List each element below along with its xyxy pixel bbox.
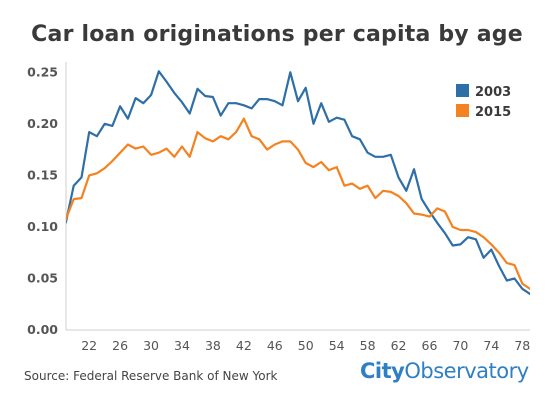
x-tick-label: 46 [267,338,283,353]
y-tick-label: 0.05 [27,270,58,285]
x-tick-label: 78 [514,338,530,353]
x-tick-label: 62 [391,338,407,353]
y-tick-label: 0.10 [27,219,58,234]
y-tick-label: 0.15 [27,167,58,182]
legend-label-2015: 2015 [475,105,511,120]
y-tick-label: 0.25 [27,64,58,79]
y-tick-label: 0.00 [27,322,58,337]
x-tick-label: 30 [143,338,159,353]
x-tick-label: 34 [174,338,190,353]
legend-swatch-2003 [456,84,469,97]
x-tick-label: 50 [298,338,314,353]
x-tick-label: 38 [205,338,221,353]
x-tick-label: 22 [81,338,97,353]
series-line-2015 [58,119,530,289]
legend-label-2003: 2003 [475,85,511,100]
x-tick-label: 54 [329,338,345,353]
x-tick-label: 70 [452,338,468,353]
legend-swatch-2015 [456,104,469,117]
logo-observatory-text: Observatory [404,359,528,383]
city-observatory-logo: CityObservatory [360,359,529,383]
y-tick-label: 0.20 [27,116,58,131]
source-note: Source: Federal Reserve Bank of New York [24,369,277,383]
x-tick-label: 66 [422,338,438,353]
x-tick-label: 58 [360,338,376,353]
x-tick-label: 26 [112,338,128,353]
logo-city-text: City [360,359,404,383]
x-tick-label: 42 [236,338,252,353]
x-tick-label: 74 [483,338,499,353]
